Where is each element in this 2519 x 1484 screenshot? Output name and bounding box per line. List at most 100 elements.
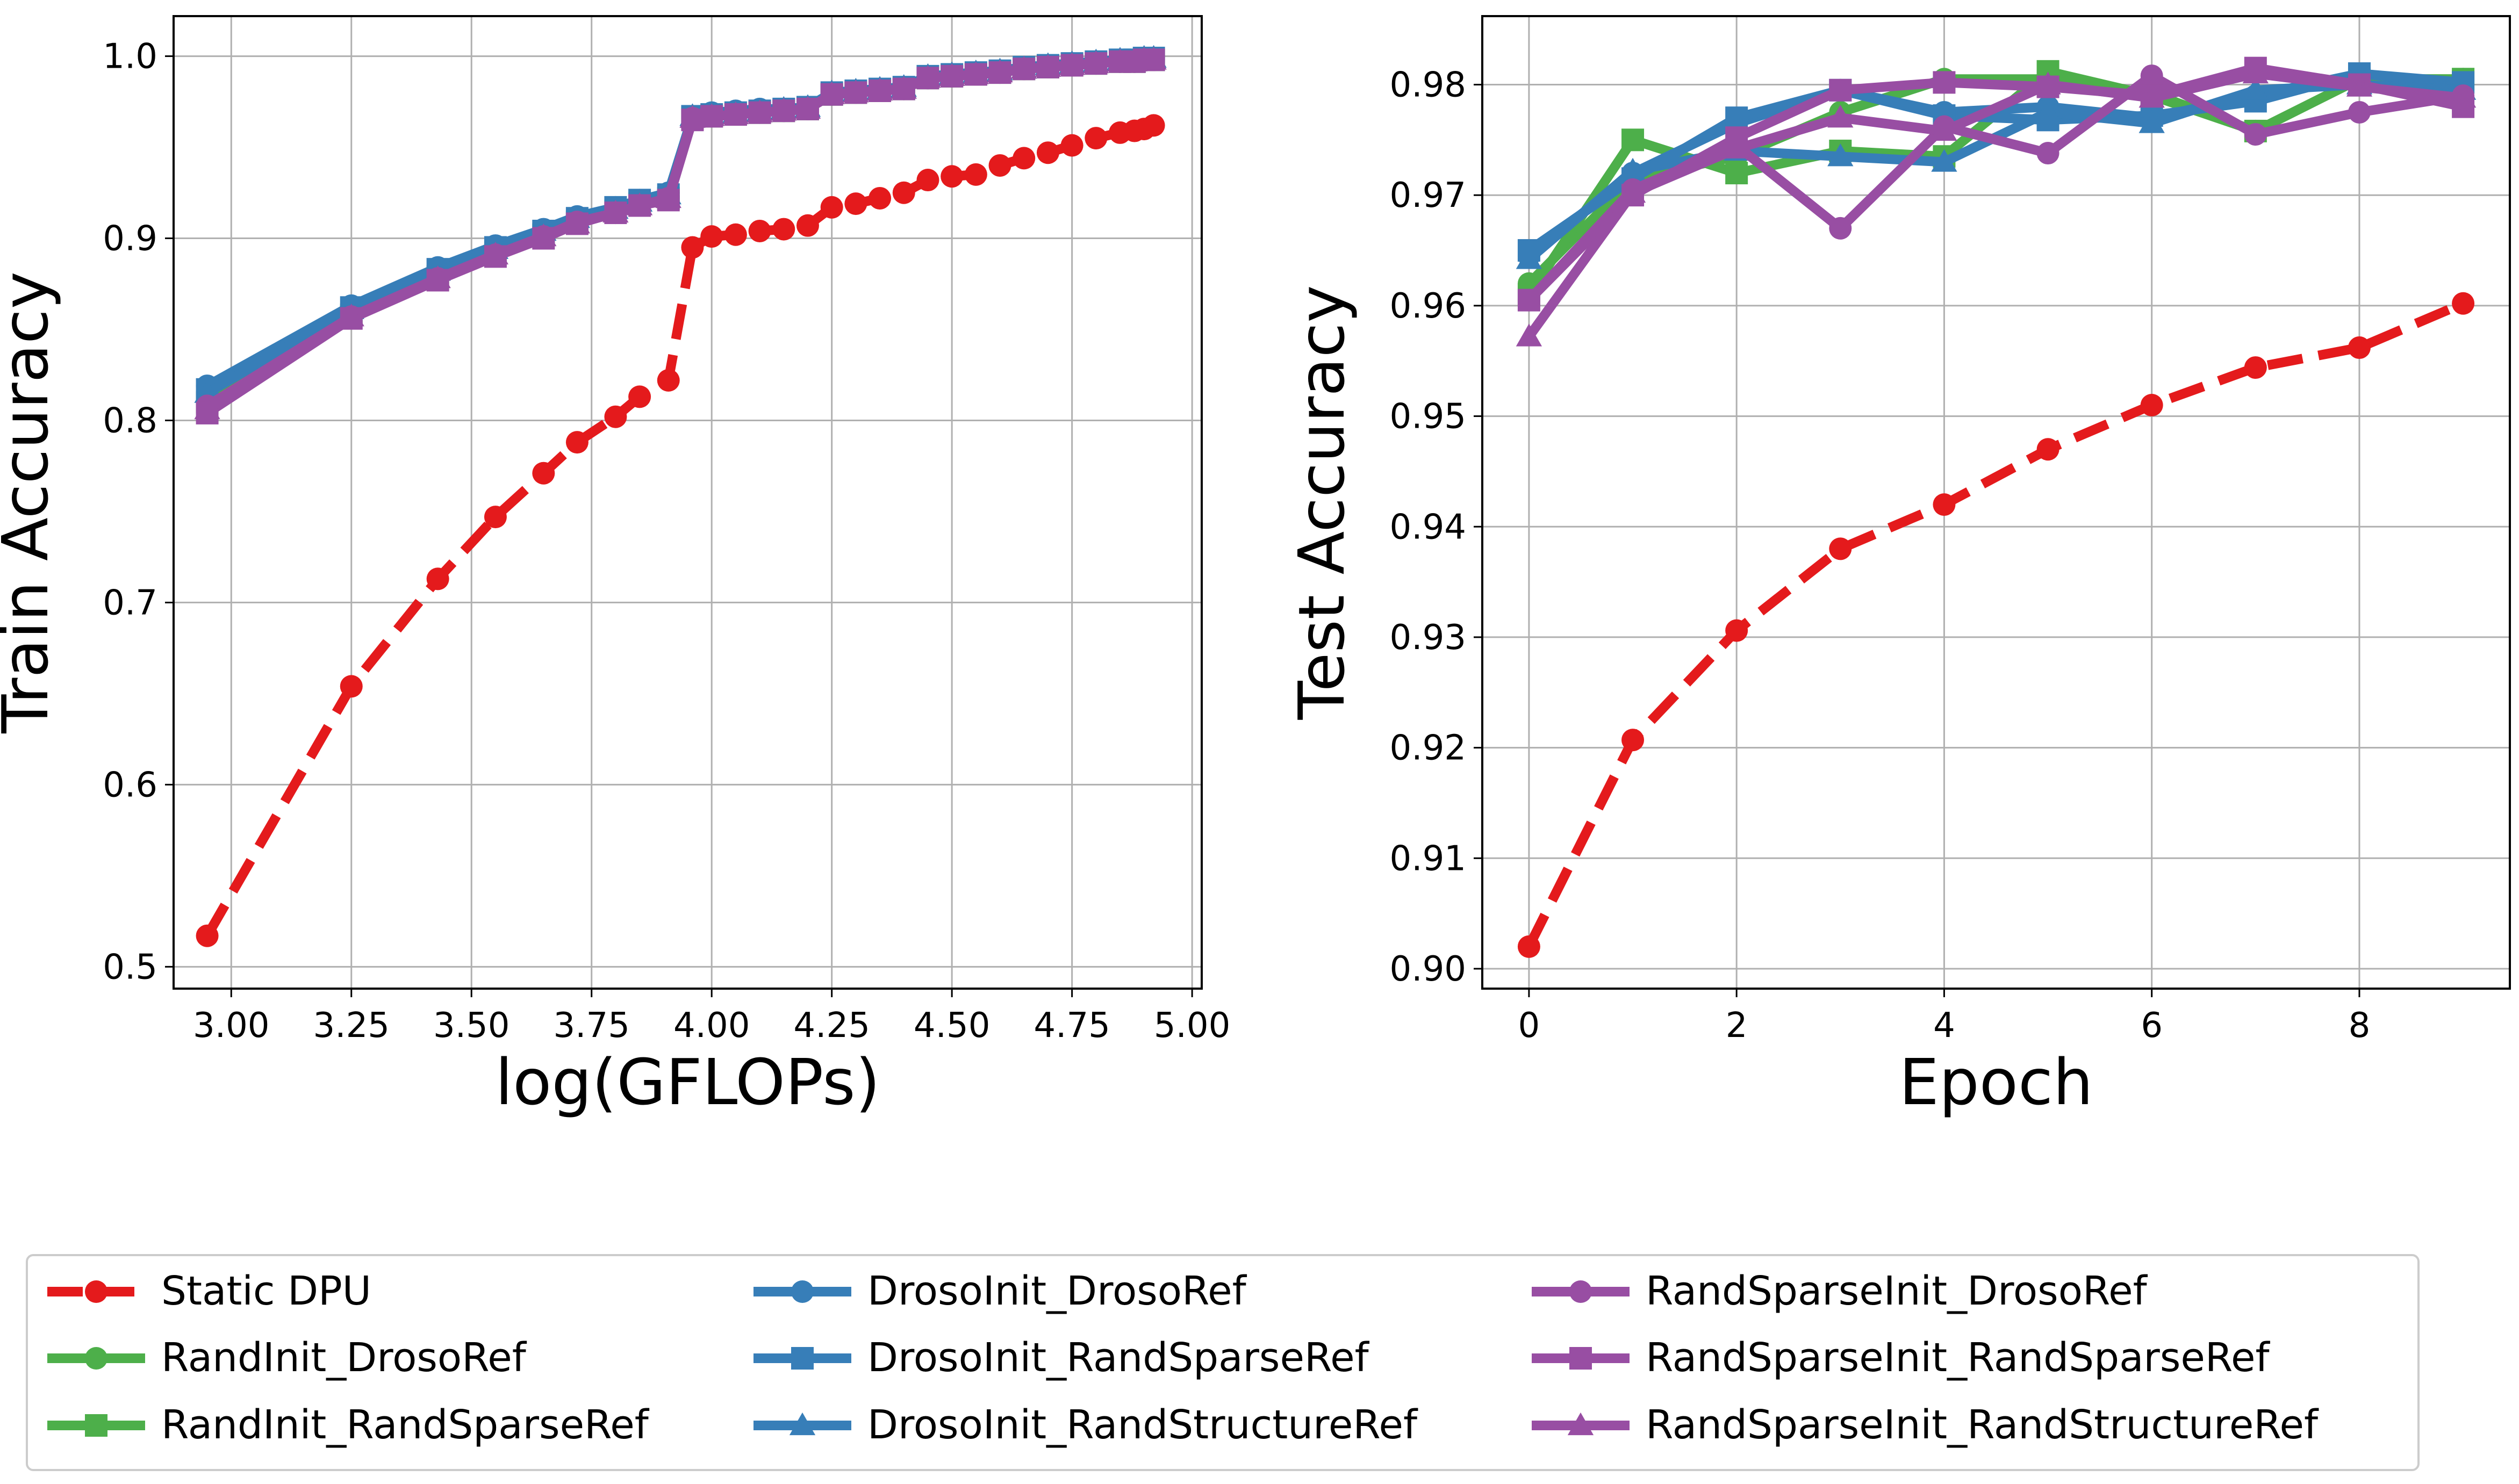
left-point-static-dpu <box>844 192 867 215</box>
legend-entry-randinit-randsparseref: RandInit_RandSparseRef <box>47 1402 650 1448</box>
right-point-drosoinit-randstructureref <box>1516 246 1542 269</box>
left-point-static-dpu <box>1142 114 1165 137</box>
right-point-drosoinit-randstructureref <box>2035 99 2061 123</box>
left-point-randsparseinit-randstructureref <box>722 101 749 125</box>
left-point-randsparseinit-randstructureref <box>866 77 893 101</box>
right-x-tick-label: 8 <box>2349 1006 2371 1046</box>
legend-entry-drosoinit-randstructureref: DrosoInit_RandStructureRef <box>753 1402 1418 1448</box>
legend-swatch-marker <box>1567 1412 1594 1436</box>
left-point-randsparseinit-randstructureref <box>915 65 941 88</box>
left-point-randsparseinit-randstructureref <box>530 223 557 247</box>
legend-entry-randinit-drosoref: RandInit_DrosoRef <box>47 1335 527 1381</box>
left-point-randsparseinit-randstructureref <box>747 99 773 123</box>
legend-frame <box>26 1254 2420 1471</box>
legend: Static DPU RandInit_DrosoRef RandInit_Rand… <box>26 1254 2420 1471</box>
legend-entry-randsparseinit-drosoref: RandSparseInit_DrosoRef <box>1532 1268 2148 1314</box>
legend-label: RandSparseInit_DrosoRef <box>1646 1268 2148 1314</box>
legend-label: Static DPU <box>161 1268 371 1314</box>
right-y-tick-label: 0.95 <box>1390 397 1467 437</box>
legend-swatch-marker <box>85 1280 107 1303</box>
right-point-static-dpu <box>2452 292 2475 315</box>
left-point-static-dpu <box>988 154 1011 177</box>
left-y-tick-label: 0.5 <box>103 947 157 987</box>
left-point-static-dpu <box>772 218 795 241</box>
left-point-randsparseinit-randstructureref <box>1035 54 1061 77</box>
left-point-randsparseinit-randstructureref <box>679 105 706 128</box>
right-point-randsparseinit-randstructureref <box>2450 85 2477 108</box>
right-point-static-dpu <box>2348 336 2371 359</box>
left-point-randsparseinit-randstructureref <box>482 241 509 265</box>
left-point-static-dpu <box>700 225 723 248</box>
left-y-tick-label: 0.7 <box>103 583 157 623</box>
left-point-static-dpu <box>628 385 651 408</box>
legend-label: RandInit_RandSparseRef <box>161 1402 650 1448</box>
left-point-randsparseinit-randstructureref <box>939 63 965 86</box>
legend-swatch-marker <box>85 1347 107 1370</box>
left-point-randsparseinit-randstructureref <box>194 396 220 420</box>
right-point-randsparseinit-randsparseref <box>1829 78 1852 102</box>
right-point-randsparseinit-randstructureref <box>2346 74 2373 97</box>
left-point-randsparseinit-randstructureref <box>891 76 917 99</box>
right-point-randsparseinit-randstructureref <box>2138 85 2165 108</box>
right-point-drosoinit-randsparseref <box>1725 106 1748 129</box>
legend-label: DrosoInit_RandStructureRef <box>867 1402 1418 1448</box>
left-x-tick-label: 5.00 <box>1154 1006 1231 1046</box>
legend-label: DrosoInit_RandSparseRef <box>867 1335 1370 1381</box>
left-point-randsparseinit-randstructureref <box>1140 47 1167 70</box>
right-x-tick-label: 6 <box>2141 1006 2163 1046</box>
right-point-randsparseinit-drosoref <box>2244 123 2267 146</box>
left-x-tick-label: 4.50 <box>914 1006 991 1046</box>
left-point-static-dpu <box>941 165 964 188</box>
right-point-static-dpu <box>1517 935 1540 958</box>
right-point-static-dpu <box>1621 729 1645 752</box>
legend-label: RandSparseInit_RandSparseRef <box>1646 1335 2271 1381</box>
left-point-static-dpu <box>796 214 819 237</box>
left-y-tick-label: 0.6 <box>103 765 157 805</box>
left-y-axis-label: Train Accuracy <box>0 271 62 733</box>
legend-entry-drosoinit-drosoref: DrosoInit_DrosoRef <box>753 1268 1247 1314</box>
right-point-randinit-randsparseref <box>1621 128 1645 152</box>
legend-swatch-marker <box>791 1280 814 1303</box>
right-point-drosoinit-randstructureref <box>1931 149 1957 172</box>
right-point-randsparseinit-randsparseref <box>1517 289 1540 312</box>
left-point-static-dpu <box>724 223 747 246</box>
right-point-drosoinit-randstructureref <box>1619 157 1646 181</box>
left-point-static-dpu <box>657 369 680 392</box>
left-x-tick-label: 4.75 <box>1034 1006 1110 1046</box>
left-point-randsparseinit-randstructureref <box>626 192 653 215</box>
right-y-tick-label: 0.96 <box>1390 286 1467 326</box>
right-plot-frame <box>1481 15 2511 990</box>
legend-swatch-marker <box>791 1347 814 1370</box>
right-point-randsparseinit-drosoref <box>2140 64 2163 88</box>
legend-entry-static-dpu: Static DPU <box>47 1268 371 1314</box>
right-point-randsparseinit-randstructureref <box>1931 118 1957 141</box>
left-point-randsparseinit-randstructureref <box>843 80 869 103</box>
right-y-tick-label: 0.92 <box>1390 729 1467 768</box>
left-point-randsparseinit-randstructureref <box>771 98 797 121</box>
right-point-static-dpu <box>2036 438 2059 461</box>
legend-label: RandInit_DrosoRef <box>161 1335 527 1381</box>
right-point-randsparseinit-drosoref <box>2348 100 2371 124</box>
right-point-static-dpu <box>2244 356 2267 379</box>
right-point-static-dpu <box>1725 619 1748 642</box>
right-chart: 0 2 4 6 8 0.90 0.91 0.92 0.93 0.94 0.95 0.96 0.97 0.9… <box>1284 15 2511 1119</box>
left-series-group <box>194 45 1167 947</box>
left-point-static-dpu <box>916 169 939 192</box>
right-point-static-dpu <box>2140 394 2163 416</box>
right-point-randinit-randsparseref <box>1725 162 1748 185</box>
left-point-randsparseinit-randstructureref <box>699 103 725 126</box>
right-y-tick-label: 0.93 <box>1390 618 1467 658</box>
left-point-static-dpu <box>532 462 555 485</box>
left-point-randsparseinit-randstructureref <box>564 211 591 234</box>
right-point-static-dpu <box>1933 493 1956 516</box>
right-point-static-dpu <box>1829 537 1852 560</box>
right-y-tick-label: 0.94 <box>1390 507 1467 547</box>
left-x-tick-label: 3.25 <box>313 1006 390 1046</box>
left-x-tick-label: 3.50 <box>433 1006 510 1046</box>
right-series-line-static-dpu <box>1524 299 2465 949</box>
right-point-drosoinit-randstructureref <box>2242 77 2269 100</box>
right-x-tick-label: 2 <box>1726 1006 1748 1046</box>
legend-label: DrosoInit_DrosoRef <box>867 1268 1247 1314</box>
right-point-randsparseinit-randstructureref <box>1827 105 1854 128</box>
left-y-tick-label: 1.0 <box>103 37 157 77</box>
